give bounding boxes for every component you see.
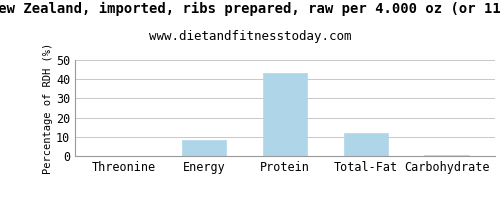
- Bar: [344, 133, 388, 156]
- Bar: [424, 155, 469, 156]
- Text: eef, New Zealand, imported, ribs prepared, raw per 4.000 oz (or 113.00 g: eef, New Zealand, imported, ribs prepare…: [0, 2, 500, 16]
- Bar: [263, 73, 307, 156]
- Text: www.dietandfitnesstoday.com: www.dietandfitnesstoday.com: [149, 30, 351, 43]
- Y-axis label: Percentage of RDH (%): Percentage of RDH (%): [43, 42, 53, 174]
- Bar: [182, 140, 226, 156]
